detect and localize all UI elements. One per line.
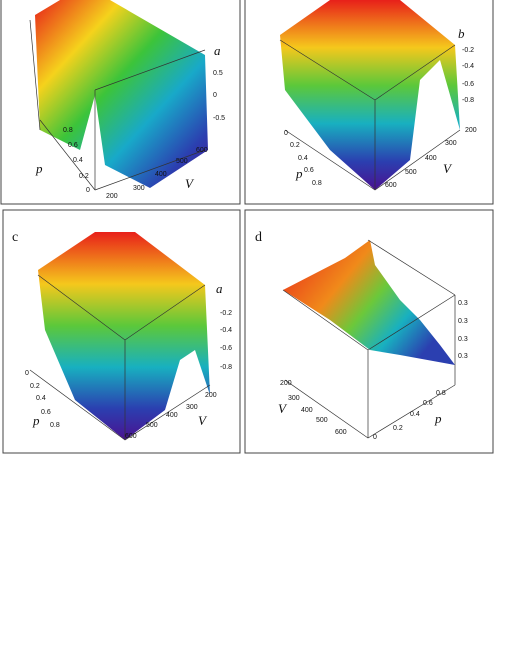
tick-label: 200 — [106, 193, 118, 200]
v-axis-label: V — [278, 401, 288, 416]
tick-label: -0.8 — [220, 364, 232, 371]
tick-label: 0.4 — [73, 157, 83, 164]
tick-label: 400 — [155, 171, 167, 178]
v-axis-label: V — [185, 176, 195, 191]
tick-label: 0.3 — [458, 300, 468, 307]
panel-label: c — [12, 230, 18, 245]
tick-label: 500 — [316, 417, 328, 424]
cube-edges — [29, 274, 211, 441]
tick-label: 0 — [284, 130, 288, 137]
v-axis-label: V — [443, 161, 453, 176]
tick-label: 0 — [213, 92, 217, 99]
tick-label: 0.6 — [423, 400, 433, 407]
panel-frame — [244, 0, 494, 205]
tick-label: -0.8 — [462, 97, 474, 104]
cube-edges — [279, 39, 461, 191]
tick-label: 600 — [196, 147, 208, 154]
panel-b: b -0.2 -0.4 -0.6 -0.8 p 0 0.2 0.4 0.6 0.… — [244, 0, 494, 205]
tick-label: 500 — [146, 422, 158, 429]
z-axis-label: b — [458, 26, 465, 41]
tick-label: 0.2 — [30, 383, 40, 390]
tick-label: 0.4 — [410, 411, 420, 418]
tick-label: -0.2 — [462, 47, 474, 54]
tick-label: 0 — [86, 187, 90, 194]
surface — [283, 240, 455, 365]
tick-label: 0 — [25, 370, 29, 377]
tick-label: -0.6 — [220, 345, 232, 352]
tick-label: 0.8 — [312, 180, 322, 187]
tick-label: 300 — [186, 404, 198, 411]
tick-label: 0.8 — [436, 390, 446, 397]
tick-label: 0.2 — [290, 142, 300, 149]
tick-label: 0.4 — [298, 155, 308, 162]
tick-label: 200 — [280, 380, 292, 387]
tick-label: 0.8 — [63, 127, 73, 134]
tick-label: 400 — [425, 155, 437, 162]
tick-label: 0.3 — [458, 336, 468, 343]
tick-label: -0.5 — [213, 115, 225, 122]
tick-label: 0.8 — [50, 422, 60, 429]
surface — [38, 232, 210, 440]
panel-c: c a -0.2 -0.4 -0.6 -0.8 p 0 0.2 0.4 0.6 … — [2, 209, 241, 454]
tick-label: 300 — [445, 140, 457, 147]
tick-label: 0.3 — [458, 353, 468, 360]
tick-label: 0.5 — [213, 70, 223, 77]
p-axis-label: p — [32, 413, 40, 428]
z-axis-label: a — [214, 43, 221, 58]
tick-label: -0.4 — [220, 327, 232, 334]
tick-label: 0.2 — [393, 425, 403, 432]
tick-label: -0.4 — [462, 63, 474, 70]
tick-label: 600 — [125, 433, 137, 440]
panel-d: d 0.3 0.3 0.3 0.3 V 200 300 400 500 600 … — [244, 209, 494, 454]
tick-label: 200 — [205, 392, 217, 399]
tick-label: 600 — [335, 429, 347, 436]
tick-label: 0.6 — [41, 409, 51, 416]
tick-label: 0.6 — [304, 167, 314, 174]
tick-label: 200 — [465, 127, 477, 134]
p-axis-label: p — [434, 411, 442, 426]
p-axis-label: p — [295, 166, 303, 181]
panel-a: a 0.5 0 -0.5 p 0.8 0.6 0.4 0.2 0 V 200 3… — [0, 0, 241, 205]
v-axis-label: V — [198, 413, 208, 428]
panel-frame — [0, 0, 241, 205]
tick-label: 0.4 — [36, 395, 46, 402]
tick-label: 0.3 — [458, 318, 468, 325]
tick-label: 600 — [385, 182, 397, 189]
tick-label: 500 — [405, 169, 417, 176]
tick-label: -0.6 — [462, 81, 474, 88]
tick-label: 300 — [288, 395, 300, 402]
tick-label: 400 — [166, 412, 178, 419]
p-axis-label: p — [35, 161, 43, 176]
surface — [35, 0, 208, 188]
tick-label: 0.6 — [68, 142, 78, 149]
cube-edges — [282, 239, 456, 439]
panel-frame — [244, 209, 494, 454]
tick-label: 0 — [373, 434, 377, 441]
tick-label: 0.2 — [79, 173, 89, 180]
tick-label: 400 — [301, 407, 313, 414]
tick-label: 300 — [133, 185, 145, 192]
panel-frame — [2, 209, 241, 454]
tick-label: 500 — [176, 158, 188, 165]
surface — [280, 0, 460, 190]
panel-label: d — [255, 230, 262, 245]
z-axis-label: a — [216, 281, 223, 296]
cube-edges — [29, 19, 206, 191]
tick-label: -0.2 — [220, 310, 232, 317]
